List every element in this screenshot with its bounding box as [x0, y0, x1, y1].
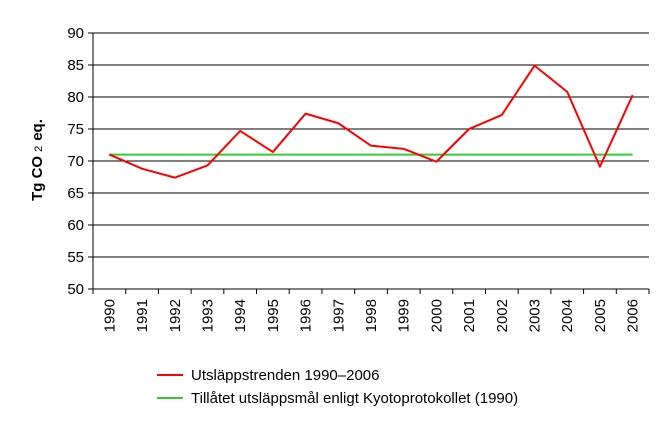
x-tick-label: 1997 [330, 299, 347, 332]
x-tick-label: 2000 [428, 299, 445, 332]
series-line-0 [108, 64, 634, 179]
x-tick-label: 2004 [559, 299, 576, 332]
x-tick-label: 2002 [494, 299, 511, 332]
legend: Utsläppstrenden 1990–2006 Tillåtet utsläp… [157, 367, 518, 407]
x-tick-label: 2006 [625, 299, 642, 332]
legend-label-0: Utsläppstrenden 1990–2006 [191, 367, 379, 384]
y-axis-label-suffix: eq. [29, 119, 46, 141]
series-lines [108, 64, 634, 179]
x-tick-label: 2001 [461, 299, 478, 332]
x-tick-label: 1995 [265, 299, 282, 332]
y-tick-label: 85 [67, 57, 84, 74]
y-tick-label: 55 [67, 249, 84, 266]
legend-label-1: Tillåtet utsläppsmål enligt Kyotoprotoko… [191, 390, 518, 407]
axes [92, 33, 649, 290]
y-tick-label: 75 [67, 121, 84, 138]
y-axis-label-subscript: 2 [33, 146, 45, 152]
x-tick-label: 1993 [199, 299, 216, 332]
x-tick-label: 1999 [396, 299, 413, 332]
x-tick-label: 1998 [363, 299, 380, 332]
y-tick-label: 50 [67, 281, 84, 298]
x-tick-label: 1991 [134, 299, 151, 332]
y-tick-label: 60 [67, 217, 84, 234]
x-axis-ticks: 1990 1991 1992 1993 1994 1995 1996 1997 1998 1999… [92, 289, 650, 332]
x-tick-label: 1990 [101, 299, 118, 332]
y-tick-label: 80 [67, 89, 84, 106]
x-tick-label: 1994 [232, 299, 249, 332]
y-tick-label: 90 [67, 25, 84, 42]
y-axis-label: Tg CO 2 eq. [29, 119, 46, 201]
x-tick-label: 2005 [592, 299, 609, 332]
y-tick-label: 70 [67, 153, 84, 170]
y-axis-ticks: 50 55 60 65 70 75 80 85 90 [67, 25, 93, 298]
y-tick-label: 65 [67, 185, 84, 202]
y-axis-label-main: Tg CO [29, 156, 46, 201]
x-tick-label: 2003 [527, 299, 544, 332]
x-tick-label: 1992 [167, 299, 184, 332]
gridlines [93, 32, 649, 258]
x-tick-label: 1996 [298, 299, 315, 332]
